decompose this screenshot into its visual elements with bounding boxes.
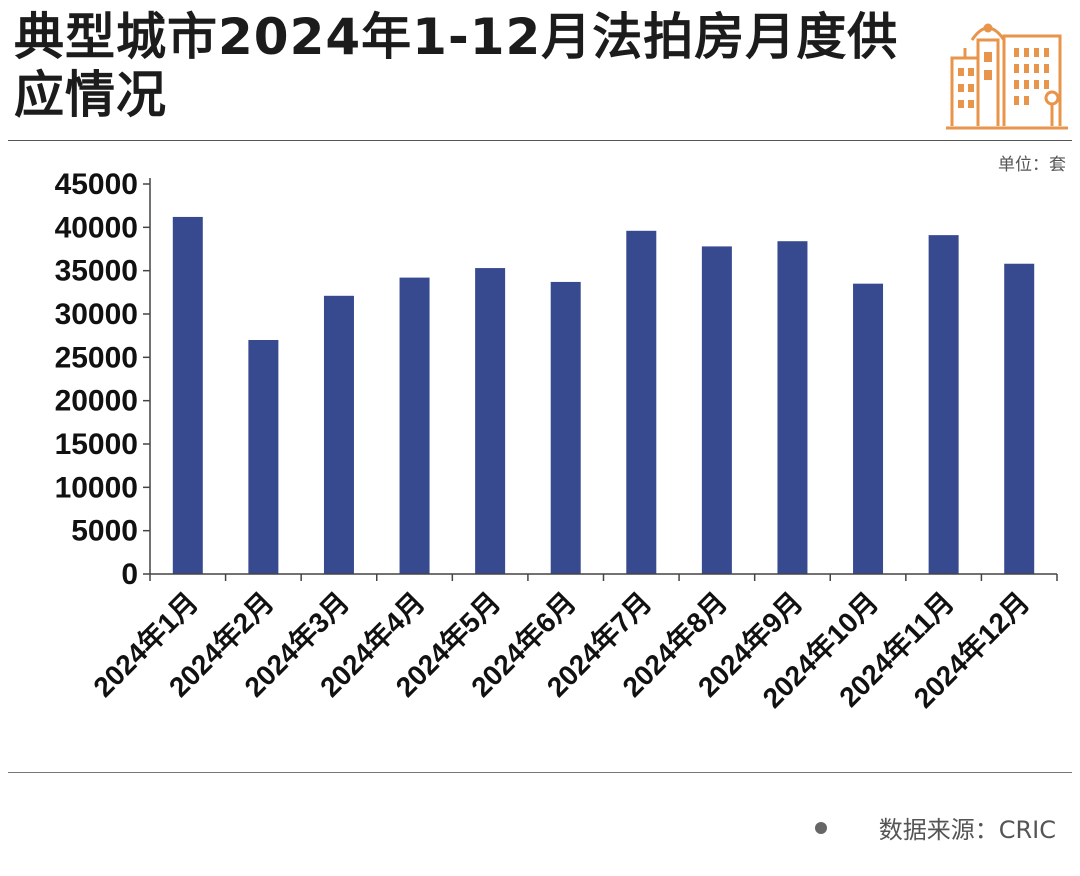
- bar: [323, 295, 354, 574]
- bar: [853, 283, 884, 574]
- bar: [928, 235, 959, 574]
- y-tick-label: 35000: [55, 255, 138, 288]
- footer-divider: [8, 772, 1072, 773]
- y-tick-label: 15000: [55, 428, 138, 461]
- bar: [399, 277, 430, 574]
- y-tick-label: 5000: [71, 515, 138, 548]
- bar: [172, 216, 203, 574]
- bar: [475, 268, 506, 574]
- header-divider: [8, 140, 1072, 141]
- chart-title: 典型城市2024年1-12月法拍房月度供应情况: [14, 8, 899, 124]
- unit-label: 单位：套: [998, 155, 1066, 175]
- bar: [248, 340, 279, 574]
- source-note: 数据来源：CRIC: [814, 810, 1056, 845]
- bar: [1004, 263, 1035, 574]
- city-buildings-icon: [946, 23, 1068, 130]
- bar-chart: 0 5000 10000 15000 20000 25000 30000 35000 40000…: [55, 168, 1058, 714]
- bar: [777, 241, 808, 574]
- y-tick-label: 10000: [55, 471, 138, 504]
- y-tick-label: 40000: [55, 211, 138, 244]
- bar: [626, 230, 657, 575]
- y-tick-label: 0: [121, 558, 138, 591]
- bar-series: [172, 216, 1035, 575]
- bullet-dot-icon: [814, 821, 827, 834]
- y-tick-label: 30000: [55, 298, 138, 331]
- y-tick-label: 25000: [55, 341, 138, 374]
- bar: [701, 246, 732, 574]
- source-label: 数据来源：CRIC: [878, 816, 1056, 844]
- y-tick-label: 20000: [55, 385, 138, 418]
- y-tick-label: 45000: [55, 168, 138, 201]
- bar: [550, 281, 581, 574]
- x-axis: 2024年1月2024年2月2024年3月2024年4月2024年5月2024年…: [87, 573, 1058, 714]
- y-axis: 0 5000 10000 15000 20000 25000 30000 35000 40000…: [55, 168, 151, 591]
